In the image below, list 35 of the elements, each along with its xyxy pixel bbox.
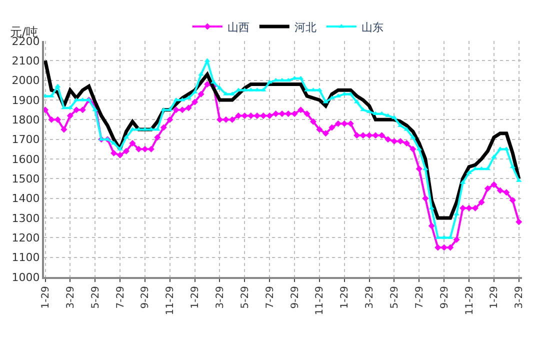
y-tick-label: 1800 (12, 114, 40, 127)
x-tick-label: 1-29 (489, 286, 500, 309)
y-tick-label: 1600 (12, 152, 40, 166)
x-tick-label: 1-29 (340, 286, 351, 309)
y-tick-label: 1000 (12, 270, 40, 284)
legend-label: 山西 (227, 20, 250, 34)
y-tick-label: 1500 (12, 172, 40, 186)
x-tick-label: 7-29 (414, 286, 426, 309)
x-tick-label: 9-29 (439, 286, 450, 309)
x-tick-label: 11-29 (314, 286, 326, 316)
x-tick-label: 7-29 (264, 286, 276, 309)
x-tick-label: 9-29 (140, 286, 152, 309)
x-tick-label: 5-29 (90, 286, 102, 309)
x-tick-label: 11-29 (464, 286, 476, 316)
x-tick-label: 3-29 (514, 286, 526, 309)
y-tick-label: 1700 (12, 133, 40, 146)
legend-label: 河北 (294, 20, 316, 34)
x-tick-label: 3-29 (214, 286, 226, 309)
x-tick-label: 3-29 (65, 286, 76, 309)
x-tick-label: 3-29 (364, 286, 376, 309)
y-tick-label: 1300 (12, 212, 40, 225)
x-tick-label: 11-29 (165, 286, 176, 316)
y-tick-label: 1200 (12, 232, 40, 245)
y-tick-label: 1100 (12, 251, 40, 264)
x-tick-label: 1-29 (190, 286, 202, 309)
x-tick-label: 5-29 (389, 286, 400, 309)
y-tick-label: 2000 (12, 74, 40, 88)
legend-label: 山东 (361, 20, 384, 34)
y-tick-label: 2100 (12, 54, 40, 68)
x-tick-label: 9-29 (290, 286, 301, 309)
x-tick-label: 7-29 (115, 286, 126, 309)
y-tick-label: 1900 (12, 94, 40, 107)
x-tick-label: 5-29 (240, 286, 251, 309)
y-tick-label: 1400 (12, 192, 40, 206)
x-tick-label: 1-29 (40, 286, 52, 309)
